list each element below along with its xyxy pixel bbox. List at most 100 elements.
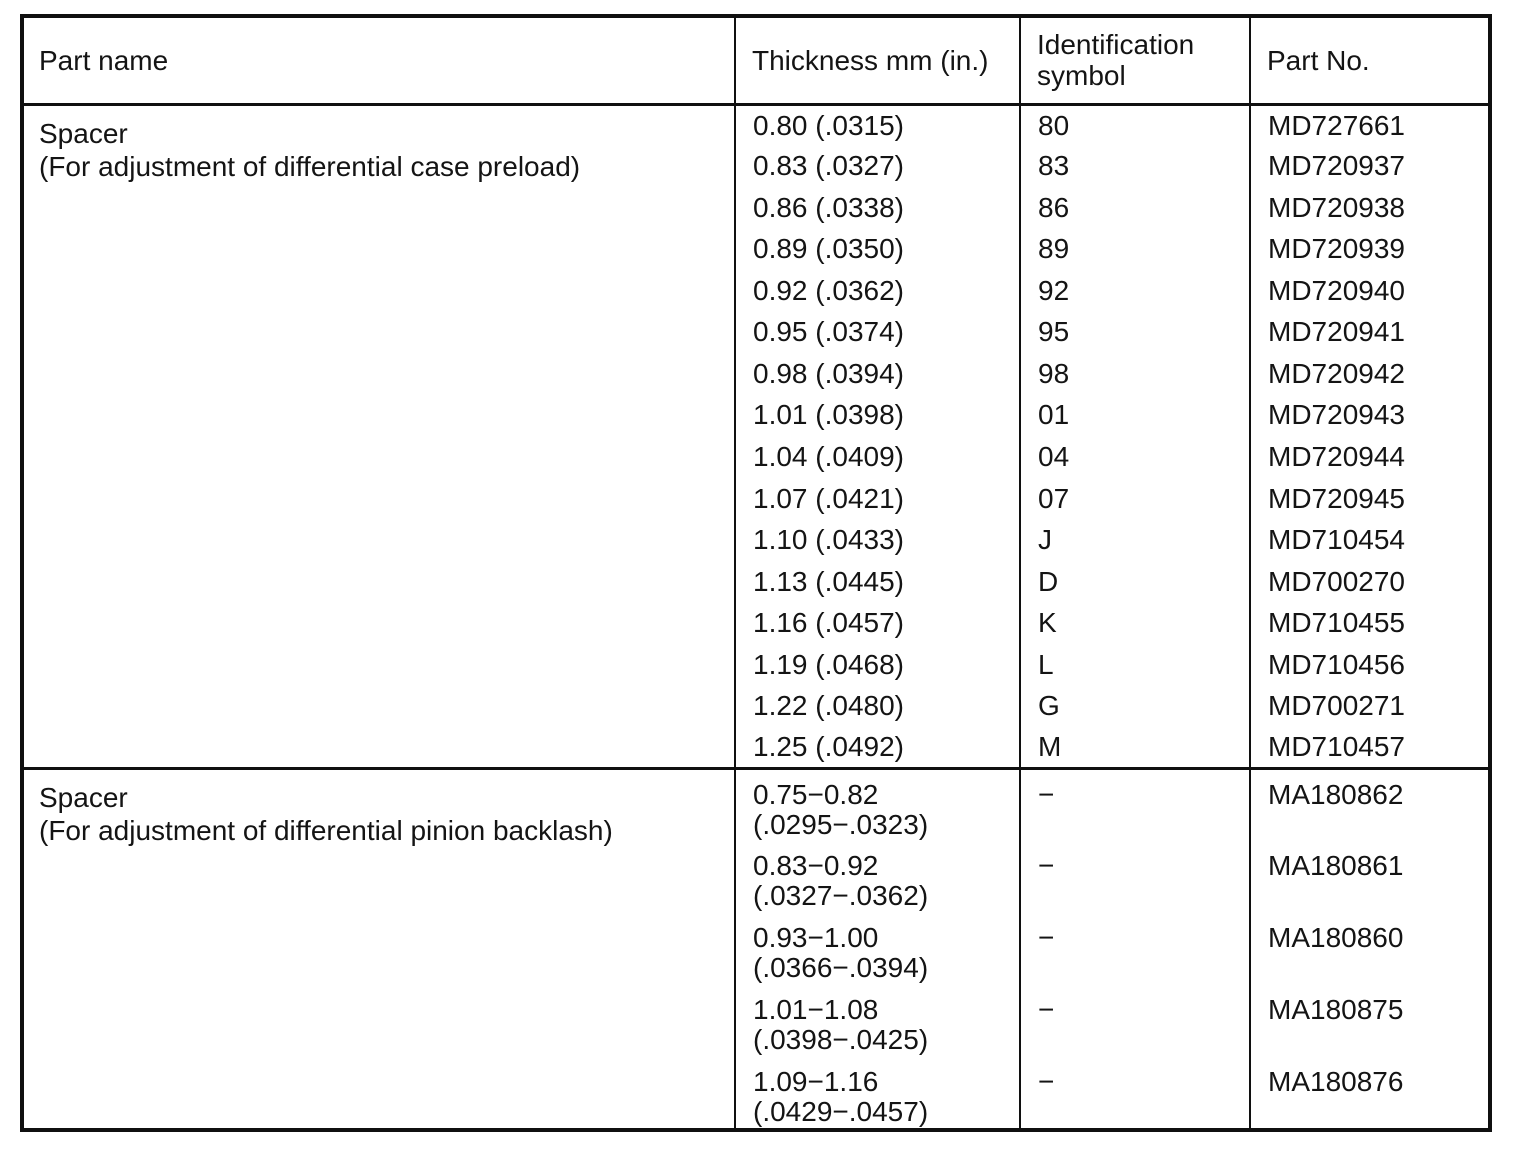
part-no-cell: MA180861	[1249, 841, 1490, 914]
identification-symbol-cell: 80	[1019, 104, 1250, 146]
col-header-part-name: Part name	[22, 16, 735, 106]
identification-symbol-cell: 83	[1019, 145, 1250, 188]
part-no-cell: MD720943	[1249, 394, 1490, 437]
thickness-cell: 1.16 (.0457)	[734, 602, 1020, 644]
part-no-cell: MA180876	[1249, 1057, 1490, 1130]
thickness-value: 1.25 (.0492)	[753, 731, 904, 763]
thickness-value: 0.75−0.82	[753, 779, 879, 811]
part-no-cell: MA180862	[1249, 768, 1490, 842]
table-row: 0.93−1.00 (.0366−.0394) − MA180860	[22, 913, 1490, 986]
table-row: Spacer (For adjustment of differential ca…	[22, 104, 1490, 182]
part-no-cell: MD720945	[1249, 477, 1490, 520]
thickness-value: 1.09−1.16	[753, 1066, 879, 1097]
thickness-cell: 0.93−1.00 (.0366−.0394)	[734, 913, 1020, 986]
part-no-cell: MD720938	[1249, 187, 1490, 229]
identification-symbol-cell: 92	[1019, 270, 1250, 312]
identification-symbol-cell: G	[1019, 685, 1250, 727]
thickness-value: (.0295−.0323)	[753, 809, 929, 841]
header-row: Part name Thickness mm (in.) Identificat…	[22, 16, 1490, 106]
table-row: 0.83 (.0327) 83 MD720937	[22, 145, 1490, 188]
part-name: Spacer	[39, 782, 128, 814]
part-no-cell: MD700271	[1249, 685, 1490, 727]
table-row: 1.04 (.0409) 04 MD720944	[22, 436, 1490, 478]
part-name-note: (For adjustment of differential pinion b…	[39, 815, 613, 847]
thickness-cell: 1.07 (.0421)	[734, 477, 1020, 520]
part-no-cell: MD710455	[1249, 602, 1490, 644]
thickness-cell: 0.75−0.82 (.0295−.0323)	[734, 768, 1020, 842]
thickness-value: 0.80 (.0315)	[753, 109, 904, 141]
thickness-value: 1.10 (.0433)	[753, 524, 904, 556]
table-row: 1.25 (.0492) M MD710457	[22, 726, 1490, 769]
thickness-cell: 1.19 (.0468)	[734, 643, 1020, 686]
thickness-value: 0.93−1.00	[753, 922, 879, 954]
table-row: 0.89 (.0350) 89 MD720939	[22, 228, 1490, 271]
thickness-cell: 1.22 (.0480)	[734, 685, 1020, 727]
thickness-value: 1.19 (.0468)	[753, 648, 904, 680]
part-no-cell: MA180875	[1249, 985, 1490, 1057]
table-row: 0.95 (.0374) 95 MD720941	[22, 311, 1490, 354]
thickness-value: (.0366−.0394)	[753, 952, 929, 984]
identification-symbol-cell: L	[1019, 643, 1250, 686]
part-name: Spacer	[39, 117, 128, 149]
thickness-value: 1.07 (.0421)	[753, 482, 904, 514]
thickness-cell: 0.95 (.0374)	[734, 311, 1020, 354]
thickness-cell: 1.04 (.0409)	[734, 436, 1020, 478]
part-no-cell: MD720942	[1249, 353, 1490, 395]
thickness-cell: 0.83−0.92 (.0327−.0362)	[734, 841, 1020, 914]
part-no-cell: MD720937	[1249, 145, 1490, 188]
thickness-cell: 1.01−1.08 (.0398−.0425)	[734, 985, 1020, 1057]
part-no-cell: MD710456	[1249, 643, 1490, 686]
thickness-value: 0.92 (.0362)	[753, 274, 904, 306]
thickness-cell: 0.89 (.0350)	[734, 228, 1020, 271]
identification-symbol-cell: M	[1019, 726, 1250, 769]
col-header-part-no: Part No.	[1249, 16, 1490, 106]
table-row: Spacer (For adjustment of differential pi…	[22, 768, 1490, 846]
table-section-2: Spacer (For adjustment of differential pi…	[22, 768, 1490, 1130]
identification-symbol-cell: 07	[1019, 477, 1250, 520]
identification-symbol-cell: 95	[1019, 311, 1250, 354]
thickness-cell: 1.10 (.0433)	[734, 519, 1020, 561]
part-no-cell: MD720939	[1249, 228, 1490, 271]
table-row: 1.10 (.0433) J MD710454	[22, 519, 1490, 561]
thickness-value: 0.89 (.0350)	[753, 233, 904, 265]
part-name-note: (For adjustment of differential case pre…	[39, 150, 581, 182]
identification-symbol-cell: 86	[1019, 187, 1250, 229]
part-no-cell: MD710454	[1249, 519, 1490, 561]
table-row: 0.92 (.0362) 92 MD720940	[22, 270, 1490, 312]
table-row: 0.83−0.92 (.0327−.0362) − MA180861	[22, 841, 1490, 914]
identification-symbol-cell: 98	[1019, 353, 1250, 395]
table-row: 1.09−1.16 (.0429−.0457) − MA180876	[22, 1057, 1490, 1130]
thickness-value: 0.98 (.0394)	[753, 357, 904, 389]
thickness-cell: 1.09−1.16 (.0429−.0457)	[734, 1057, 1020, 1130]
part-no-cell: MD710457	[1249, 726, 1490, 769]
thickness-value: 0.95 (.0374)	[753, 316, 904, 348]
thickness-cell: 1.13 (.0445)	[734, 560, 1020, 603]
thickness-value: 0.83−0.92	[753, 850, 879, 882]
parts-table: Part name Thickness mm (in.) Identificat…	[20, 14, 1492, 1132]
table-row: 1.19 (.0468) L MD710456	[22, 643, 1490, 686]
table-row: 1.22 (.0480) G MD700271	[22, 685, 1490, 727]
part-no-cell: MD700270	[1249, 560, 1490, 603]
thickness-value: (.0398−.0425)	[753, 1024, 929, 1056]
thickness-value: 1.22 (.0480)	[753, 690, 904, 722]
part-name-cell: Spacer (For adjustment of differential pi…	[22, 769, 735, 1130]
table-row: 1.13 (.0445) D MD700270	[22, 560, 1490, 603]
identification-symbol-cell: −	[1019, 913, 1250, 986]
part-name-cell: Spacer (For adjustment of differential ca…	[22, 104, 735, 769]
part-no-cell: MA180860	[1249, 913, 1490, 986]
thickness-value: 1.01−1.08	[753, 994, 879, 1026]
identification-symbol-cell: K	[1019, 602, 1250, 644]
thickness-value: 1.13 (.0445)	[753, 565, 904, 597]
thickness-value: 1.16 (.0457)	[753, 607, 904, 639]
thickness-cell: 0.86 (.0338)	[734, 187, 1020, 229]
identification-symbol-cell: J	[1019, 519, 1250, 561]
part-no-cell: MD727661	[1249, 104, 1490, 146]
thickness-value: 0.86 (.0338)	[753, 191, 904, 223]
part-no-cell: MD720941	[1249, 311, 1490, 354]
thickness-cell: 0.92 (.0362)	[734, 270, 1020, 312]
table-row: 1.16 (.0457) K MD710455	[22, 602, 1490, 644]
table-row: 0.86 (.0338) 86 MD720938	[22, 187, 1490, 229]
thickness-value: (.0429−.0457)	[753, 1096, 929, 1127]
table-section-1: Spacer (For adjustment of differential ca…	[22, 104, 1490, 769]
